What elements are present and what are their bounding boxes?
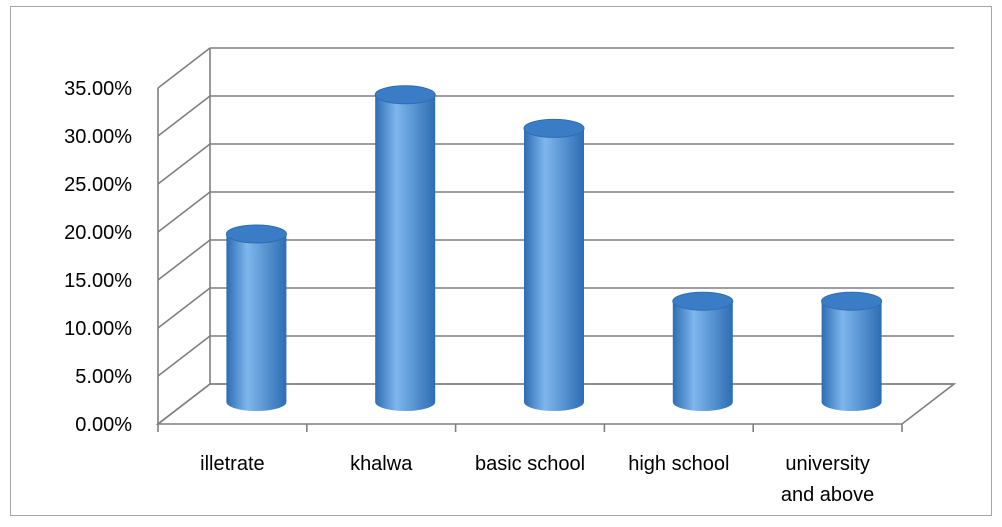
y-tick-label: 5.00% bbox=[75, 366, 132, 388]
bar-body bbox=[524, 128, 584, 411]
x-axis-labels: illetrate khalwa basic school high school un… bbox=[200, 453, 874, 506]
y-tick-label: 25.00% bbox=[64, 174, 132, 196]
y-tick-label: 35.00% bbox=[64, 78, 132, 100]
bar-series bbox=[225, 85, 883, 412]
bar bbox=[821, 291, 883, 411]
x-tick-label: illetrate bbox=[200, 453, 264, 475]
bar-body bbox=[672, 301, 733, 411]
y-tick-label: 20.00% bbox=[64, 222, 132, 244]
y-axis-ticks: 0.00% 5.00% 10.00% 15.00% 20.00% 25.00% 30.00%… bbox=[64, 78, 903, 436]
bar-top bbox=[672, 291, 734, 311]
bar bbox=[672, 291, 734, 411]
bar-body bbox=[226, 234, 287, 411]
chart-floor bbox=[155, 383, 957, 425]
wall-gridline bbox=[157, 239, 211, 281]
bar bbox=[523, 118, 585, 411]
y-tick-label: 10.00% bbox=[64, 318, 132, 340]
chart-border bbox=[10, 6, 992, 516]
bar bbox=[225, 224, 287, 411]
wall-gridline bbox=[157, 95, 211, 137]
bar-top bbox=[821, 291, 883, 311]
x-tick-label: basic school bbox=[475, 453, 585, 475]
wall-gridline bbox=[157, 143, 211, 185]
x-tick-label: khalwa bbox=[350, 453, 413, 475]
wall-gridline bbox=[157, 191, 211, 233]
wall-gridline bbox=[157, 335, 211, 377]
bar-body bbox=[375, 94, 436, 412]
y-tick-label: 15.00% bbox=[64, 270, 132, 292]
bar-top bbox=[225, 224, 287, 244]
bar-body bbox=[821, 301, 882, 411]
wall-gridline bbox=[157, 287, 211, 329]
bar bbox=[374, 85, 436, 412]
bar-top bbox=[523, 118, 585, 138]
y-tick-label: 0.00% bbox=[75, 414, 132, 436]
bar-top bbox=[374, 85, 436, 105]
y-tick-label: 30.00% bbox=[64, 126, 132, 148]
wall-gridline bbox=[157, 47, 211, 89]
x-tick-label: high school bbox=[628, 453, 729, 475]
x-tick-label: university and above bbox=[781, 453, 874, 506]
